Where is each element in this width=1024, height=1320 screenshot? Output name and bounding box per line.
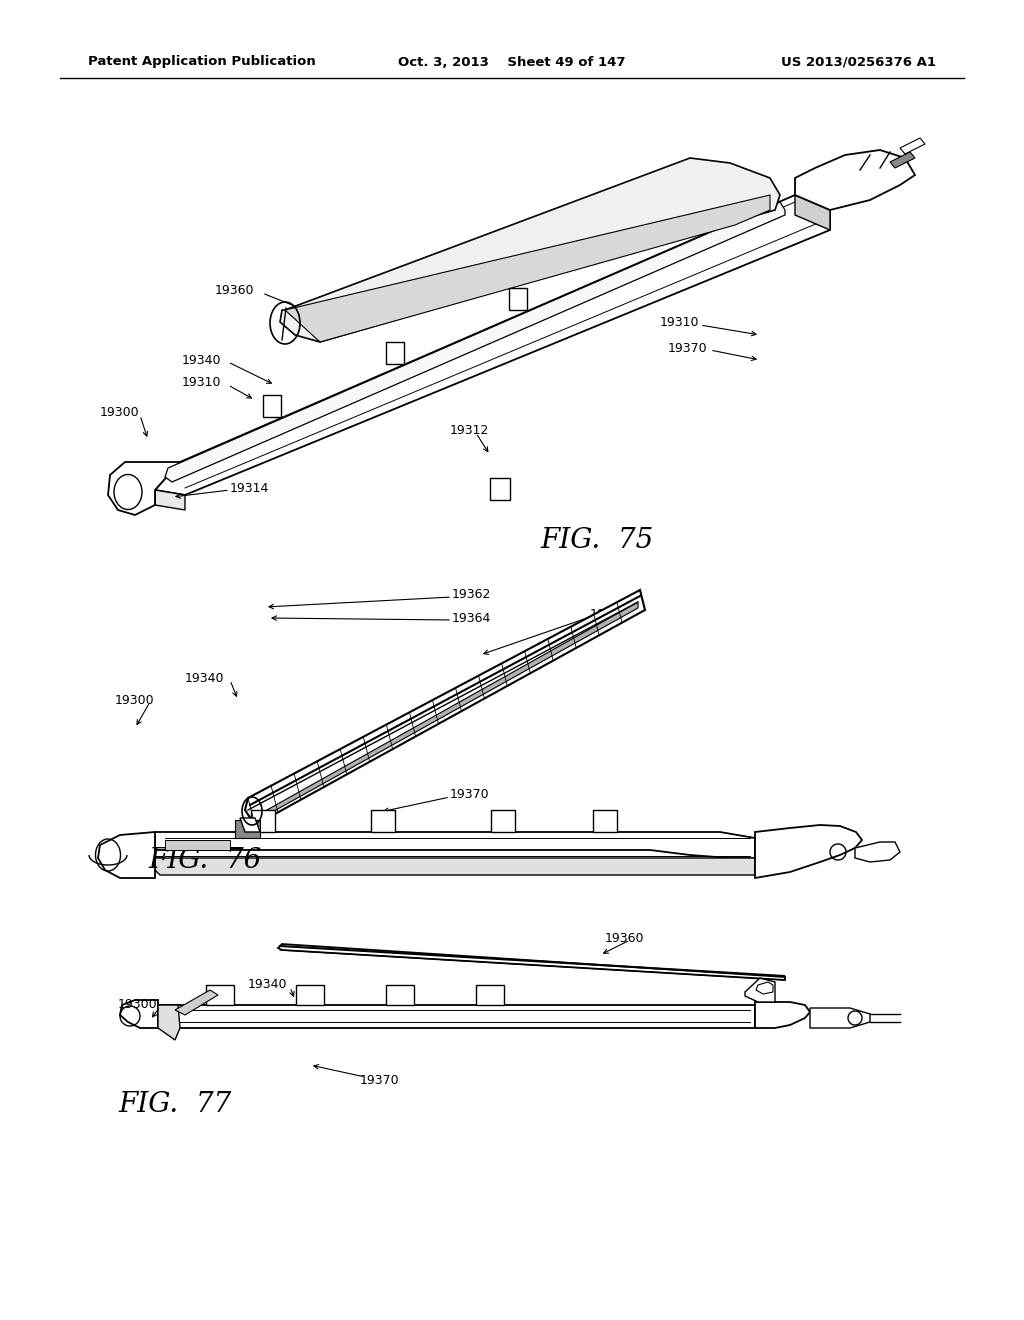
Polygon shape	[296, 985, 324, 1005]
Polygon shape	[165, 202, 785, 482]
Text: 19360: 19360	[215, 284, 255, 297]
Text: Patent Application Publication: Patent Application Publication	[88, 55, 315, 69]
Polygon shape	[158, 1005, 755, 1028]
Polygon shape	[756, 982, 773, 994]
Polygon shape	[795, 195, 830, 230]
Polygon shape	[890, 152, 915, 168]
Text: 19340: 19340	[182, 354, 221, 367]
Polygon shape	[155, 490, 185, 510]
Polygon shape	[251, 810, 275, 832]
Text: 19364: 19364	[452, 611, 492, 624]
Text: 19310: 19310	[660, 315, 699, 329]
Text: 19300: 19300	[115, 693, 155, 706]
Polygon shape	[810, 1008, 870, 1028]
Polygon shape	[386, 342, 404, 363]
Text: 19300: 19300	[118, 998, 158, 1011]
Polygon shape	[278, 944, 785, 979]
Text: 19360: 19360	[605, 932, 644, 945]
Text: 19312: 19312	[450, 424, 489, 437]
Polygon shape	[240, 818, 260, 832]
Polygon shape	[476, 985, 504, 1005]
Polygon shape	[745, 978, 775, 1002]
Text: 19370: 19370	[360, 1073, 399, 1086]
Polygon shape	[155, 850, 755, 875]
Polygon shape	[755, 825, 862, 878]
Text: Oct. 3, 2013    Sheet 49 of 147: Oct. 3, 2013 Sheet 49 of 147	[398, 55, 626, 69]
Polygon shape	[245, 590, 645, 825]
Polygon shape	[165, 840, 230, 850]
Polygon shape	[285, 195, 770, 342]
Polygon shape	[280, 158, 780, 342]
Text: 19370: 19370	[668, 342, 708, 355]
Polygon shape	[795, 150, 915, 210]
Polygon shape	[108, 462, 180, 515]
Polygon shape	[258, 602, 638, 820]
Text: 19314: 19314	[230, 482, 269, 495]
Text: FIG.  76: FIG. 76	[148, 846, 261, 874]
Polygon shape	[155, 832, 755, 858]
Text: 19370: 19370	[450, 788, 489, 801]
Text: 19300: 19300	[100, 405, 139, 418]
Polygon shape	[120, 1001, 158, 1028]
Text: 19362: 19362	[452, 589, 492, 602]
Polygon shape	[386, 985, 414, 1005]
Polygon shape	[263, 395, 282, 417]
Text: FIG.  77: FIG. 77	[118, 1092, 231, 1118]
Polygon shape	[155, 195, 830, 495]
Text: US 2013/0256376 A1: US 2013/0256376 A1	[781, 55, 936, 69]
Text: 19340: 19340	[248, 978, 288, 991]
Polygon shape	[175, 990, 218, 1015]
Polygon shape	[206, 985, 234, 1005]
Polygon shape	[755, 1002, 810, 1028]
Polygon shape	[234, 820, 260, 838]
Text: 19340: 19340	[185, 672, 224, 685]
Polygon shape	[490, 810, 515, 832]
Polygon shape	[855, 842, 900, 862]
Polygon shape	[98, 832, 155, 878]
Polygon shape	[490, 478, 510, 500]
Polygon shape	[593, 810, 617, 832]
Text: 19310: 19310	[182, 376, 221, 389]
Text: FIG.  75: FIG. 75	[540, 527, 653, 553]
Text: 19360: 19360	[590, 609, 630, 622]
Polygon shape	[158, 1005, 180, 1040]
Polygon shape	[900, 139, 925, 154]
Polygon shape	[371, 810, 395, 832]
Polygon shape	[509, 288, 527, 310]
